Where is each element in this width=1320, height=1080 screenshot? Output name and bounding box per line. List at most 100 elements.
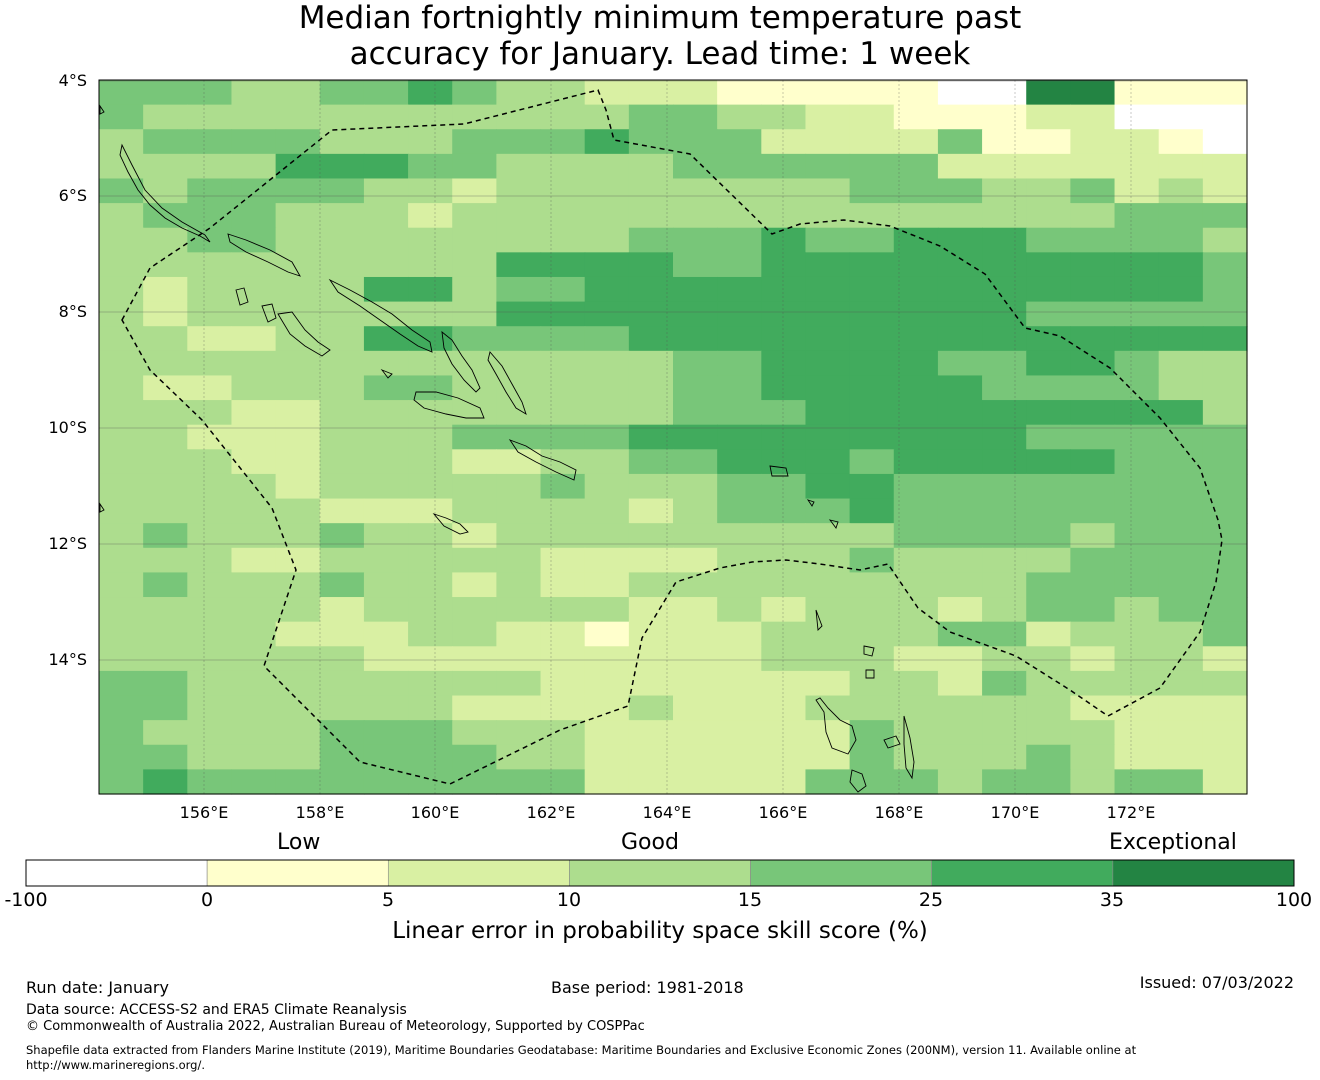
grid-cell [628, 129, 674, 155]
grid-cell [408, 153, 453, 180]
grid-cell [496, 498, 542, 524]
lon-label-168e: 168°E [874, 803, 924, 822]
grid-cell [540, 744, 586, 770]
skill-grid [99, 80, 1248, 795]
grid-cell [937, 129, 983, 155]
grid-cell [496, 129, 542, 155]
grid-cell [363, 350, 409, 377]
grid-cell [1070, 203, 1116, 229]
grid-cell [1070, 80, 1116, 106]
grid-cell [982, 227, 1027, 253]
grid-cell [937, 646, 983, 672]
grid-cell [275, 720, 321, 746]
grid-cell [1070, 523, 1116, 549]
grid-cell [187, 153, 233, 180]
grid-cell [761, 276, 807, 303]
grid-cell [319, 301, 365, 327]
grid-cell [187, 621, 233, 647]
grid-cell [805, 178, 851, 204]
grid-cell [99, 572, 144, 598]
grid-cell [673, 400, 718, 426]
grid-cell [893, 523, 939, 549]
grid-cell [937, 473, 983, 500]
grid-cell [1114, 178, 1160, 204]
grid-cell [1070, 449, 1116, 475]
grid-cell [805, 473, 851, 500]
grid-cell [99, 744, 144, 770]
grid-cell [231, 203, 277, 229]
grid-cell [143, 104, 188, 130]
grid-cell [231, 178, 277, 204]
grid-cell [937, 104, 983, 130]
category-good: Good [621, 830, 679, 855]
grid-cell [1070, 350, 1116, 377]
grid-cell [982, 473, 1027, 500]
grid-cell [1026, 424, 1071, 450]
grid-cell [982, 498, 1027, 524]
grid-cell [893, 203, 939, 229]
grid-cell [363, 80, 409, 106]
grid-cell [937, 670, 983, 697]
grid-cell [1114, 597, 1160, 623]
grid-cell [717, 498, 762, 524]
grid-cell [673, 744, 718, 770]
grid-cell [805, 276, 851, 303]
grid-cell [99, 80, 144, 106]
grid-cell [275, 178, 321, 204]
grid-cell [1026, 80, 1071, 106]
grid-cell [1202, 227, 1248, 253]
grid-cell [408, 523, 453, 549]
grid-cell [982, 769, 1027, 795]
grid-cell [1202, 375, 1248, 401]
grid-cell [849, 695, 895, 721]
grid-cell [275, 400, 321, 426]
grid-cell [673, 129, 718, 155]
grid-cell [231, 597, 277, 623]
grid-cell [496, 80, 542, 106]
grid-cell [496, 621, 542, 647]
grid-cell [99, 424, 144, 450]
category-low: Low [277, 830, 321, 855]
grid-cell [99, 276, 144, 303]
grid-cell [805, 720, 851, 746]
grid-cell [717, 744, 762, 770]
grid-cell [584, 498, 630, 524]
lon-label-156e: 156°E [179, 803, 229, 822]
colorbar [25, 859, 1295, 887]
grid-cell [408, 424, 453, 450]
grid-cell [628, 104, 674, 130]
grid-cell [275, 572, 321, 598]
grid-cell [99, 129, 144, 155]
grid-cell [584, 769, 630, 795]
grid-cell [1158, 720, 1204, 746]
grid-cell [849, 375, 895, 401]
grid-cell [99, 769, 144, 795]
map-frame [98, 79, 1248, 795]
grid-cell [1070, 597, 1116, 623]
grid-cell [452, 227, 497, 253]
grid-cell [849, 350, 895, 377]
grid-cell [1158, 695, 1204, 721]
grid-cell [1202, 744, 1248, 770]
grid-cell [496, 153, 542, 180]
grid-cell [1026, 572, 1071, 598]
category-exceptional: Exceptional [1109, 830, 1237, 855]
grid-cell [937, 276, 983, 303]
grid-cell [187, 597, 233, 623]
grid-cell [143, 375, 188, 401]
grid-cell [717, 350, 762, 377]
colorbar-segment [569, 859, 751, 887]
grid-cell [187, 547, 233, 574]
grid-cell [805, 104, 851, 130]
grid-cell [187, 646, 233, 672]
grid-cell [849, 301, 895, 327]
grid-cell [1202, 646, 1248, 672]
grid-cell [1114, 326, 1160, 352]
grid-cell [275, 547, 321, 574]
grid-cell [1158, 621, 1204, 647]
grid-cell [1158, 473, 1204, 500]
grid-cell [849, 227, 895, 253]
grid-cell [628, 523, 674, 549]
grid-cell [187, 744, 233, 770]
